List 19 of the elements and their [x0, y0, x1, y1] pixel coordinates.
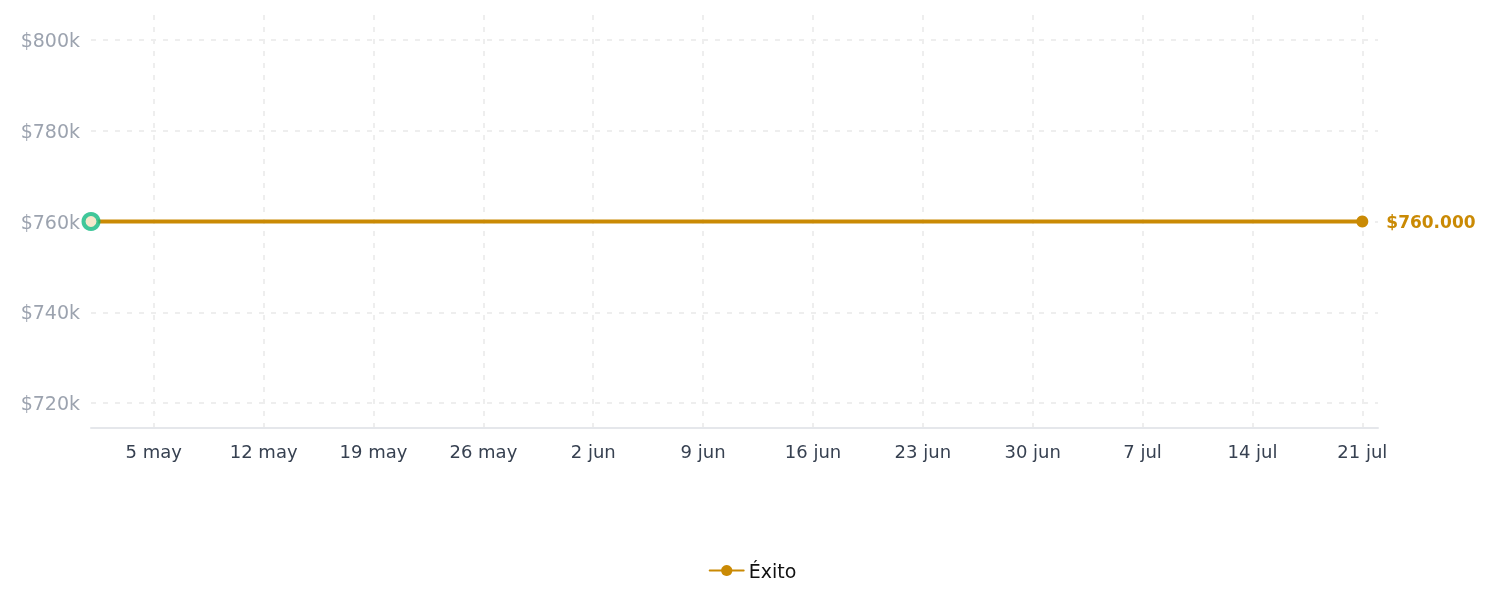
legend-label: Éxito	[748, 559, 797, 582]
x-tick-label: 23 jun	[894, 440, 952, 462]
y-tick-label: $760k	[20, 210, 80, 233]
x-tick-label: 5 may	[125, 440, 183, 462]
x-tick-label: 16 jun	[784, 440, 842, 462]
x-tick-label: 19 may	[339, 440, 408, 462]
data-label: $760.000	[1386, 211, 1476, 232]
x-tick-label: 7 jul	[1123, 440, 1162, 462]
y-tick-label: $740k	[20, 301, 80, 324]
x-tick-label: 21 jul	[1337, 440, 1388, 462]
y-tick-label: $800k	[20, 28, 80, 51]
x-tick-label: 30 jun	[1004, 440, 1061, 462]
y-tick-label: $720k	[20, 392, 80, 415]
x-tick-label: 14 jul	[1227, 440, 1278, 462]
x-tick-label: 2 jun	[570, 440, 616, 462]
x-tick-label: 12 may	[229, 440, 298, 462]
x-tick-label: 26 may	[449, 440, 518, 462]
x-tick-label: 9 jun	[680, 440, 726, 462]
y-tick-label: $780k	[20, 119, 80, 142]
